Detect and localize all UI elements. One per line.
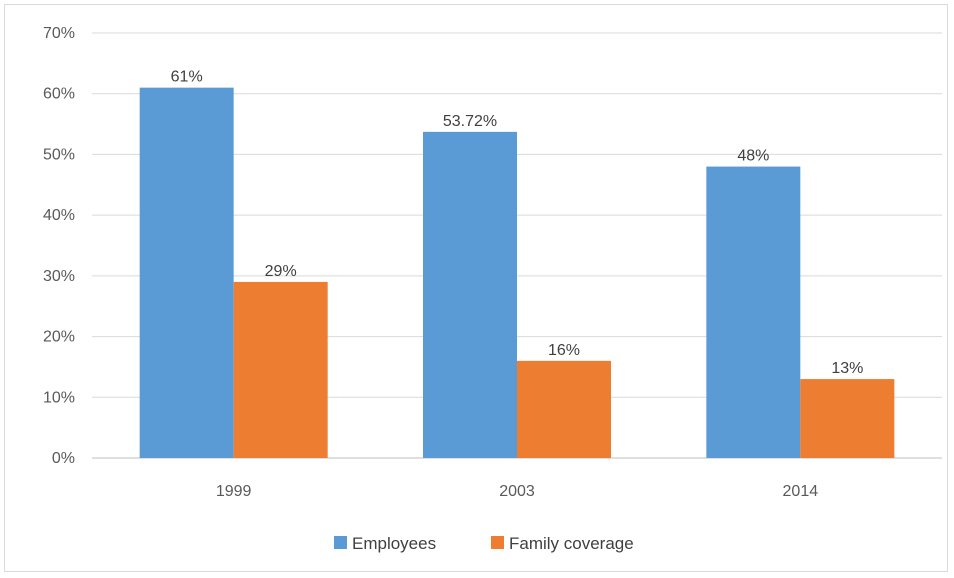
x-tick-label: 1999 xyxy=(216,483,252,500)
y-tick-label: 10% xyxy=(43,389,75,406)
data-label: 61% xyxy=(171,69,203,86)
y-tick-label: 30% xyxy=(43,268,75,285)
data-label: 29% xyxy=(265,263,297,280)
data-labels: 61% 29% 53.72% 16% 48% 13% xyxy=(171,69,864,377)
bar-employees xyxy=(139,87,234,459)
bar-employees xyxy=(706,166,801,459)
legend-label: Employees xyxy=(352,534,436,553)
bar-family-coverage xyxy=(517,360,611,458)
y-axis: 0% 10% 20% 30% 40% 50% 60% 70% xyxy=(43,25,75,467)
data-label: 13% xyxy=(831,360,863,377)
x-tick-label: 2003 xyxy=(499,483,535,500)
legend: Employees Family coverage xyxy=(334,534,634,553)
y-tick-label: 50% xyxy=(43,146,75,163)
bar-family-coverage xyxy=(233,281,328,458)
data-label: 53.72% xyxy=(443,113,497,130)
y-tick-label: 0% xyxy=(52,450,75,467)
legend-swatch xyxy=(491,536,504,549)
legend-label: Family coverage xyxy=(509,534,634,553)
bar-family-coverage xyxy=(800,379,895,458)
data-label: 16% xyxy=(548,342,580,359)
x-tick-label: 2014 xyxy=(783,483,819,500)
legend-swatch xyxy=(334,536,347,549)
data-label: 48% xyxy=(737,148,769,165)
y-tick-label: 60% xyxy=(43,86,75,103)
y-tick-label: 40% xyxy=(43,207,75,224)
bars xyxy=(139,87,895,459)
bar-employees xyxy=(423,131,517,459)
y-tick-label: 70% xyxy=(43,25,75,42)
x-axis: 1999 2003 2014 xyxy=(216,483,818,500)
y-tick-label: 20% xyxy=(43,329,75,346)
